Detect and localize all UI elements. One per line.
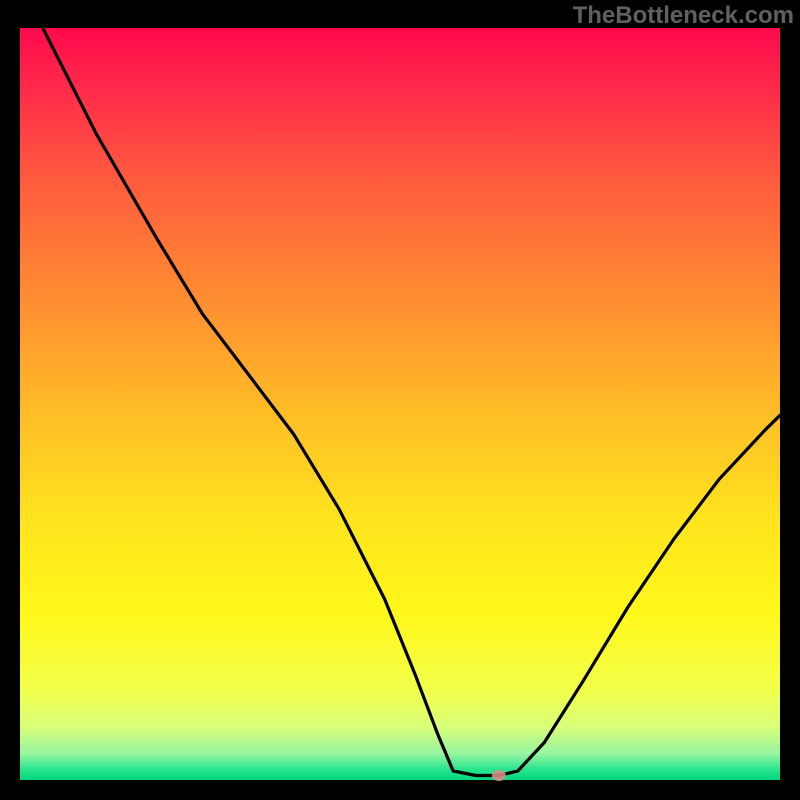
optimal-marker [492, 770, 506, 781]
gradient-background [20, 28, 780, 780]
bottleneck-chart [0, 0, 800, 800]
source-watermark: TheBottleneck.com [573, 2, 794, 30]
